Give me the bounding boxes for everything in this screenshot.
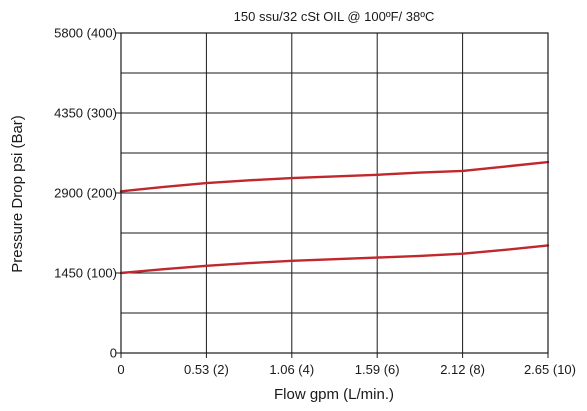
chart-title: 150 ssu/32 cSt OIL @ 100ºF/ 38ºC bbox=[234, 9, 435, 24]
series-line-1 bbox=[119, 160, 550, 193]
x-tick-label: 2.12 (8) bbox=[440, 362, 485, 377]
x-tick-label: 2.65 (10) bbox=[524, 362, 576, 377]
x-tick-label: 1.59 (6) bbox=[355, 362, 400, 377]
y-tick-label: 5800 (400) bbox=[54, 26, 117, 41]
y-axis-label: Pressure Drop psi (Bar) bbox=[9, 115, 26, 273]
y-tick-label: 2900 (200) bbox=[54, 186, 117, 201]
y-tick-label: 1450 (100) bbox=[54, 266, 117, 281]
series-line-2 bbox=[119, 244, 550, 275]
series-layer bbox=[119, 160, 550, 275]
plot-frame bbox=[116, 32, 549, 358]
y-tick-label: 0 bbox=[110, 346, 117, 361]
y-tick-label: 4350 (300) bbox=[54, 106, 117, 121]
x-axis-label: Flow gpm (L/min.) bbox=[274, 386, 394, 403]
x-tick-label: 1.06 (4) bbox=[269, 362, 314, 377]
tick-labels: 0 1450 (100) 2900 (200) 4350 (300) 5800 (400… bbox=[54, 26, 576, 378]
x-tick-label: 0.53 (2) bbox=[184, 362, 229, 377]
grid-layer bbox=[121, 33, 548, 353]
x-tick-label: 0 bbox=[117, 362, 124, 377]
